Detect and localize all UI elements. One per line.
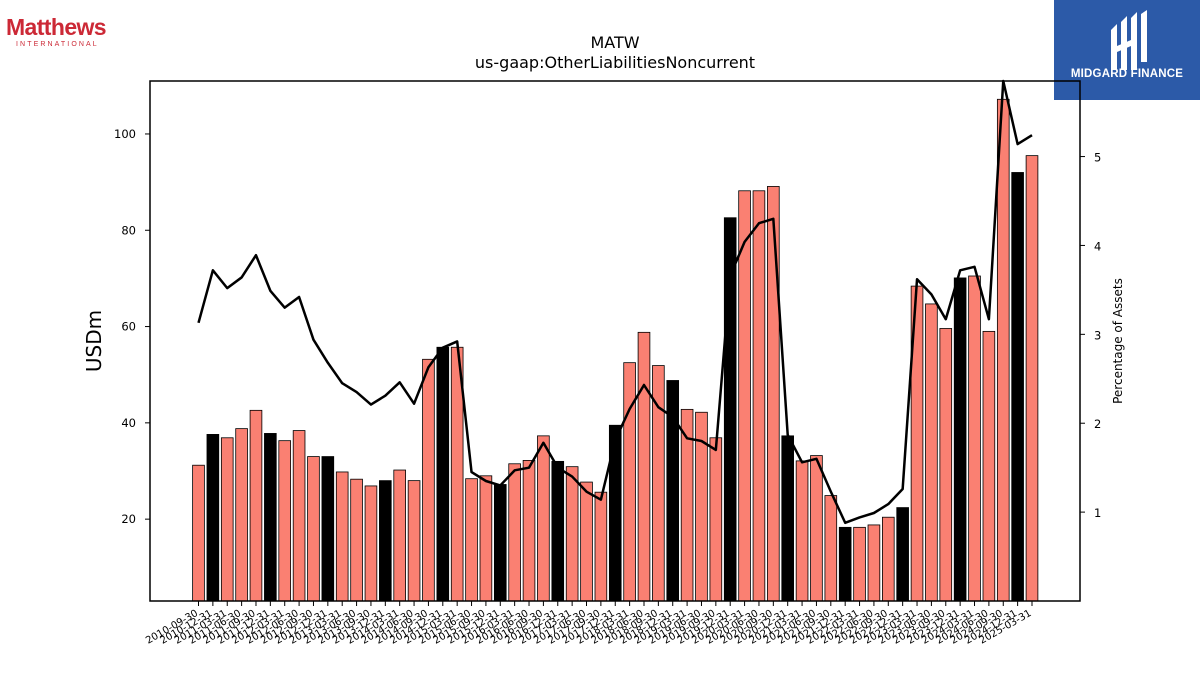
bar-2024-03-31 [968, 275, 981, 602]
midgard-mark-icon [1111, 10, 1147, 70]
bar-2010-09-30 [192, 464, 205, 602]
bar-2022-03-31 [853, 526, 866, 602]
bar-2011-09-30 [249, 409, 263, 602]
bar-2012-09-30 [307, 456, 320, 602]
bar-2024-12-31 [1011, 172, 1024, 602]
y-tick-label-60: 60 [121, 320, 136, 334]
bar-2015-09-30 [479, 475, 493, 602]
bar-2018-06-30 [637, 331, 651, 602]
bar-2021-06-30 [810, 455, 823, 602]
y-tick-label-40: 40 [121, 416, 136, 430]
bar-2020-09-30 [767, 186, 780, 602]
bar-2013-12-31 [379, 480, 392, 602]
bar-2013-09-30 [364, 485, 378, 602]
bar-series [192, 98, 1039, 602]
chart-title: MATW [590, 33, 639, 52]
bar-2014-03-31 [393, 469, 406, 602]
bar-2023-12-31 [953, 277, 967, 602]
y-tick-label-20: 20 [121, 512, 136, 526]
bar-2010-12-31 [206, 434, 220, 602]
bar-2017-09-30 [594, 491, 608, 602]
bar-2024-06-30 [982, 330, 996, 602]
bar-2011-12-31 [264, 433, 277, 602]
line-series [197, 79, 1033, 525]
bar-2020-06-30 [752, 190, 766, 602]
bar-2024-09-30 [996, 98, 1010, 602]
bar-2025-03-31 [1025, 155, 1039, 602]
matthews-logo-subtext: INTERNATIONAL [16, 41, 99, 48]
y2-tick-label-5: 5 [1094, 151, 1101, 165]
bar-2017-06-30 [580, 481, 593, 602]
bar-2014-12-31 [436, 346, 450, 602]
y-axis-left: 20 40 60 80 100 [114, 127, 150, 526]
bar-2021-12-31 [838, 526, 852, 602]
bar-2012-06-30 [292, 430, 306, 602]
bar-2016-09-30 [537, 435, 550, 602]
y2-tick-label-2: 2 [1094, 417, 1101, 431]
bar-2018-03-31 [623, 362, 636, 602]
y2-tick-label-4: 4 [1094, 239, 1101, 253]
bar-2023-09-30 [939, 328, 953, 602]
bar-2021-09-30 [824, 495, 838, 602]
matthews-logo: Matthews INTERNATIONAL [6, 14, 116, 48]
bar-2012-12-31 [321, 456, 335, 602]
midgard-finance-logo: MIDGARD FINANCE [1054, 0, 1200, 100]
percentage-line [197, 79, 1033, 525]
bar-2016-06-30 [522, 460, 536, 602]
bar-2022-09-30 [882, 516, 895, 602]
bar-2011-03-31 [220, 437, 234, 602]
bar-2016-03-31 [508, 463, 521, 602]
bar-2021-03-31 [795, 460, 809, 602]
bar-2014-06-30 [407, 480, 421, 602]
bar-2013-06-30 [350, 478, 363, 602]
y2-tick-label-1: 1 [1094, 506, 1101, 520]
bar-2014-09-30 [422, 358, 435, 602]
y-tick-label-80: 80 [121, 223, 136, 237]
bar-2022-06-30 [867, 524, 881, 602]
y-axis-right: 1 2 3 4 5 [1080, 151, 1101, 520]
bar-2022-12-31 [896, 507, 909, 602]
bar-2012-03-31 [278, 440, 292, 602]
bar-2020-12-31 [781, 435, 794, 602]
y-tick-label-100: 100 [114, 127, 136, 141]
bar-2017-03-31 [565, 466, 579, 602]
bar-2013-03-31 [335, 471, 349, 602]
bar-2015-12-31 [493, 484, 507, 602]
bar-2023-06-30 [925, 303, 938, 602]
bar-2016-12-31 [551, 460, 565, 602]
y2-tick-label-3: 3 [1094, 328, 1101, 342]
midgard-logo-name: MIDGARD FINANCE [1070, 68, 1184, 80]
y-axis-label: USDm [82, 310, 106, 372]
chart-subtitle: us-gaap:OtherLiabilitiesNoncurrent [475, 53, 755, 72]
matthews-logo-name: Matthews [6, 14, 107, 40]
x-axis: 2010-09-302010-12-312011-03-312011-06-30… [144, 601, 1034, 647]
bar-2011-06-30 [235, 428, 248, 602]
bar-2017-12-31 [608, 424, 622, 602]
bar-2015-06-30 [465, 478, 478, 602]
bar-2019-09-30 [709, 437, 723, 602]
y2-axis-label: Percentage of Assets [1111, 278, 1125, 404]
